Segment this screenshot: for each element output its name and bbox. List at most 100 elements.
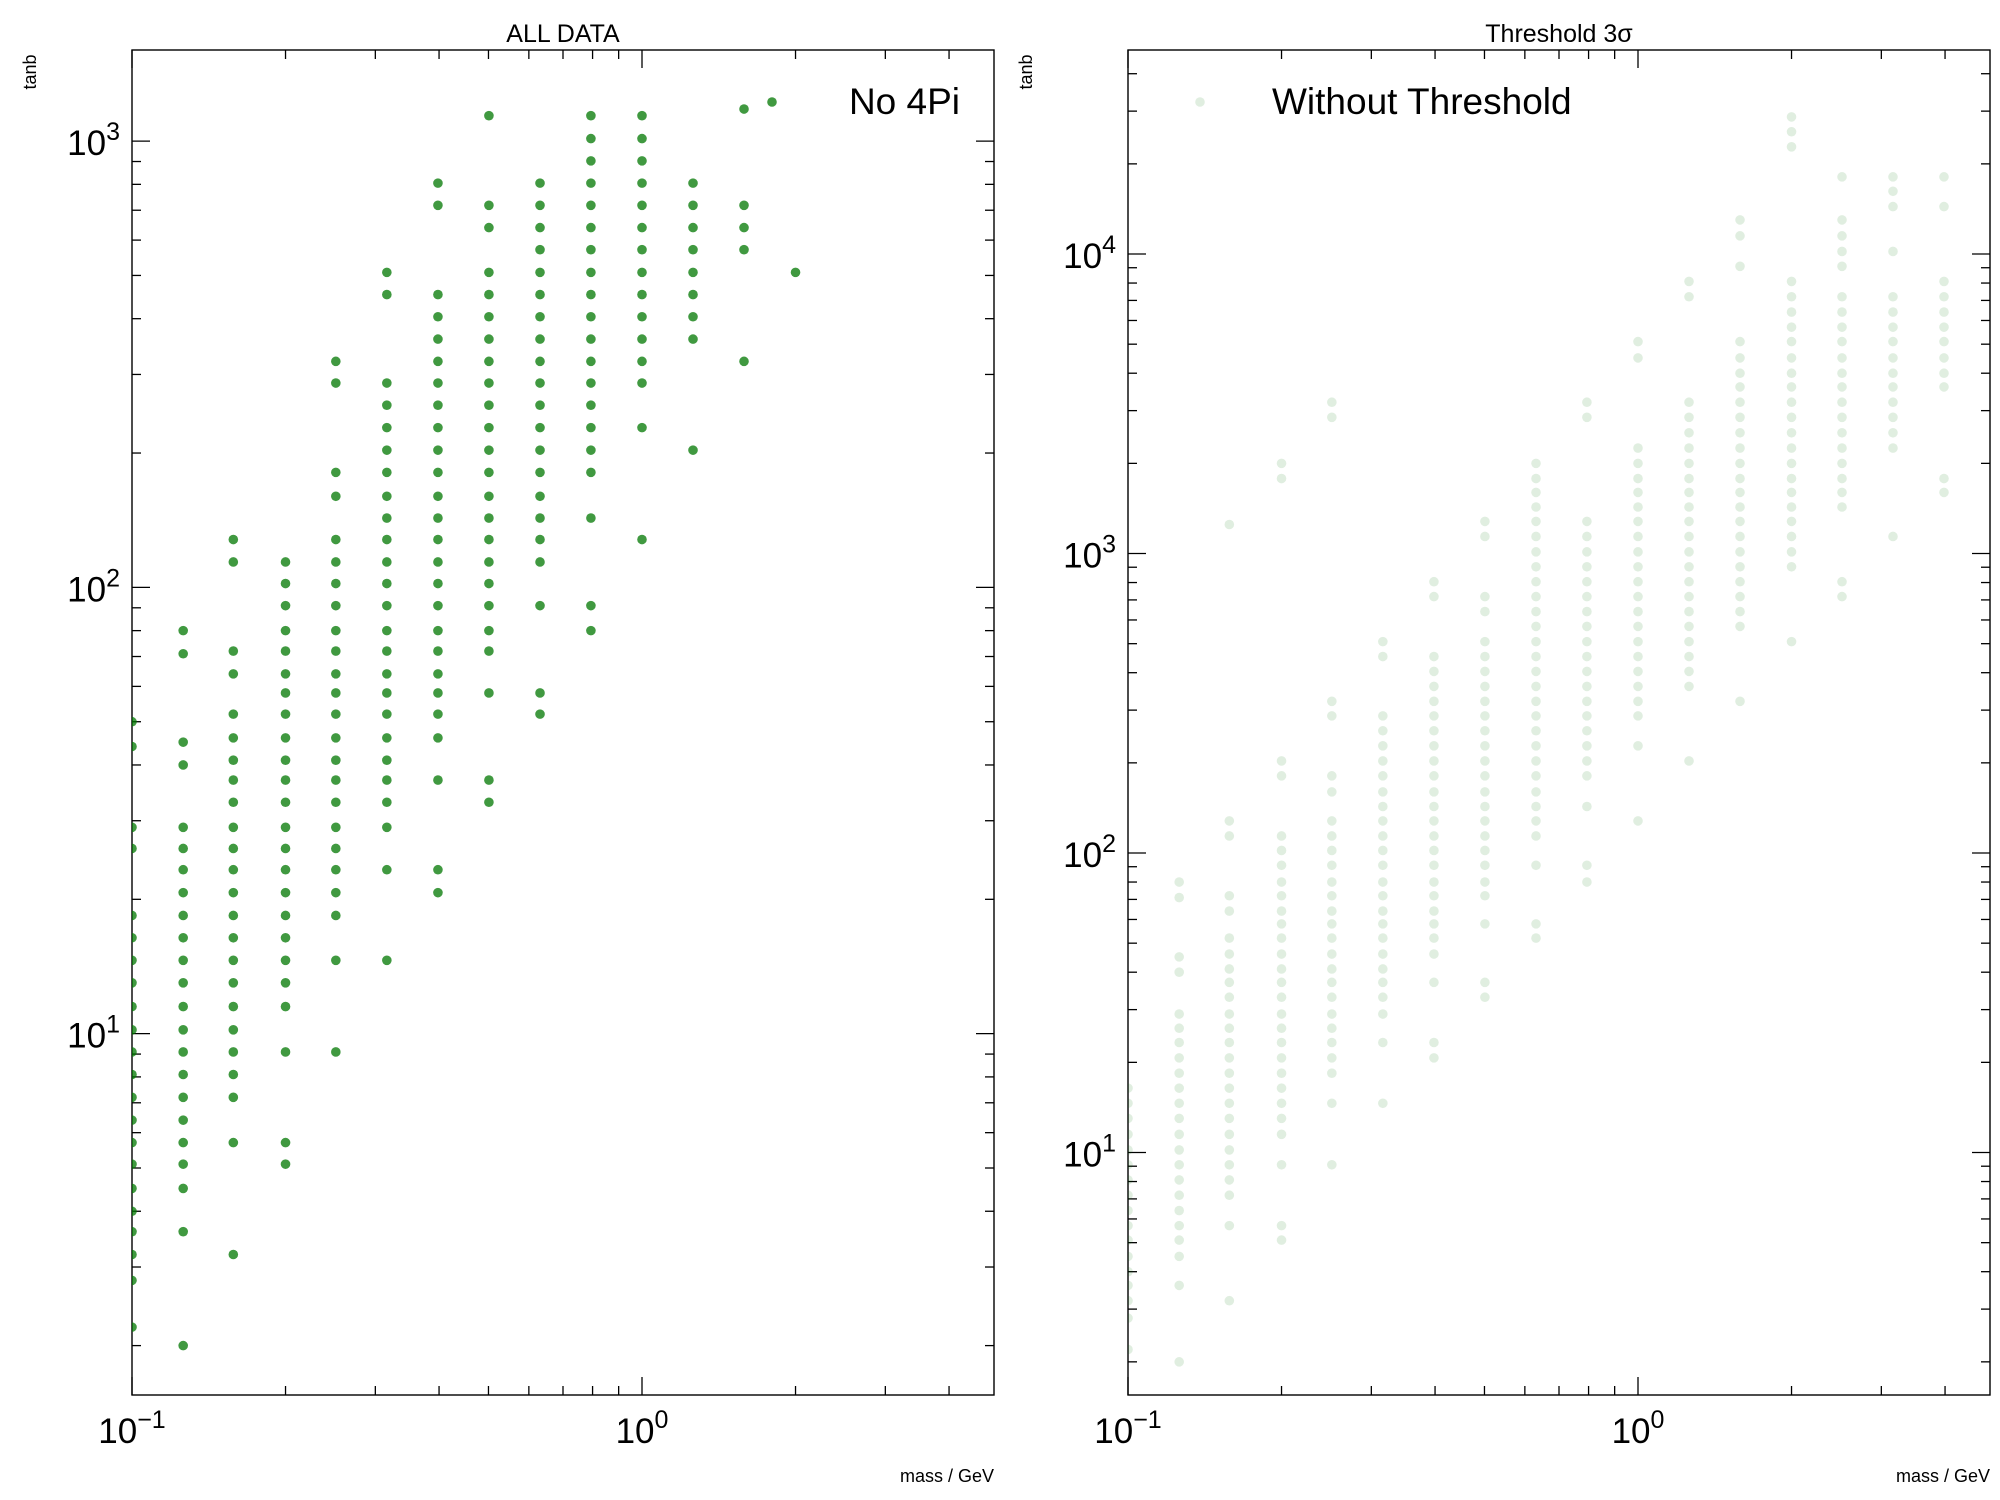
- scatter-point: [1429, 756, 1439, 766]
- scatter-point: [1276, 949, 1287, 959]
- scatter-point: [280, 822, 291, 833]
- scatter-point: [280, 887, 291, 898]
- scatter-point: [1531, 666, 1541, 677]
- scatter-point: [1735, 397, 1745, 408]
- scatter-point: [178, 1183, 188, 1194]
- scatter-point: [382, 709, 392, 719]
- scatter-point: [1531, 621, 1541, 632]
- scatter-point: [433, 733, 443, 743]
- left-axis-ticks: [131, 50, 994, 1395]
- scatter-point: [1786, 443, 1797, 453]
- scatter-point: [228, 646, 239, 656]
- scatter-point: [1582, 621, 1592, 632]
- scatter-point: [1224, 831, 1235, 841]
- scatter-point: [1174, 967, 1184, 977]
- scatter-point: [178, 1047, 188, 1057]
- scatter-point: [433, 334, 443, 344]
- scatter-point: [1837, 591, 1847, 602]
- scatter-point: [739, 200, 749, 211]
- scatter-point: [535, 688, 545, 698]
- scatter-point: [1327, 906, 1337, 916]
- scatter-point: [586, 133, 596, 144]
- left-legend-marker: [767, 97, 777, 107]
- scatter-point: [1582, 860, 1592, 871]
- scatter-point: [382, 688, 392, 698]
- scatter-point: [1633, 606, 1643, 617]
- scatter-point: [1378, 877, 1388, 887]
- scatter-point: [1837, 246, 1847, 257]
- scatter-point: [1128, 1344, 1133, 1355]
- scatter-point: [1378, 1009, 1388, 1019]
- scatter-point: [433, 356, 443, 367]
- scatter-point: [331, 534, 341, 545]
- scatter-point: [1480, 771, 1490, 781]
- scatter-point: [1582, 696, 1592, 707]
- scatter-point: [1224, 1037, 1235, 1048]
- scatter-point: [1276, 1113, 1287, 1124]
- scatter-point: [178, 1226, 188, 1237]
- scatter-point: [331, 625, 341, 636]
- scatter-point: [433, 688, 443, 698]
- scatter-point: [331, 864, 341, 875]
- scatter-point: [535, 600, 545, 611]
- scatter-point: [637, 222, 647, 233]
- scatter-point: [586, 445, 596, 455]
- scatter-point: [1276, 845, 1287, 856]
- scatter-point: [433, 445, 443, 455]
- scatter-point: [1128, 1313, 1133, 1323]
- scatter-point: [484, 797, 494, 808]
- scatter-point: [382, 600, 392, 611]
- scatter-point: [178, 1137, 188, 1148]
- scatter-point: [1128, 1295, 1133, 1306]
- scatter-point: [1327, 816, 1337, 826]
- scatter-point: [1735, 427, 1745, 438]
- scatter-point: [280, 1137, 291, 1148]
- scatter-point: [1786, 276, 1797, 287]
- scatter-point: [1786, 561, 1797, 572]
- scatter-point: [1633, 443, 1643, 453]
- scatter-point: [637, 244, 647, 255]
- scatter-point: [1480, 666, 1490, 677]
- scatter-point: [1378, 725, 1388, 736]
- scatter-point: [1480, 681, 1490, 692]
- scatter-point: [280, 775, 291, 785]
- scatter-point: [1276, 458, 1287, 469]
- scatter-point: [1735, 215, 1745, 225]
- scatter-point: [132, 716, 137, 727]
- scatter-point: [1378, 845, 1388, 856]
- scatter-point: [688, 267, 698, 278]
- scatter-point: [1531, 787, 1541, 797]
- scatter-point: [132, 1092, 137, 1103]
- scatter-point: [1174, 877, 1184, 887]
- scatter-point: [1837, 215, 1847, 225]
- scatter-point: [382, 557, 392, 567]
- scatter-point: [688, 178, 698, 188]
- scatter-point: [1837, 231, 1847, 241]
- scatter-point: [484, 400, 494, 410]
- scatter-point: [178, 822, 188, 833]
- scatter-point: [1531, 516, 1541, 527]
- scatter-point: [1224, 1113, 1235, 1124]
- scatter-point: [1378, 801, 1388, 812]
- scatter-point: [280, 625, 291, 636]
- scatter-point: [1633, 487, 1643, 498]
- scatter-point: [1939, 382, 1949, 392]
- scatter-point: [1684, 276, 1694, 287]
- scatter-point: [1128, 1266, 1133, 1277]
- scatter-point: [484, 600, 494, 611]
- scatter-point: [178, 1001, 188, 1012]
- scatter-point: [1531, 741, 1541, 751]
- scatter-point: [228, 910, 239, 921]
- scatter-point: [1174, 1251, 1184, 1262]
- scatter-point: [1735, 336, 1745, 347]
- scatter-point: [132, 1183, 137, 1194]
- scatter-point: [331, 378, 341, 388]
- scatter-point: [1429, 771, 1439, 781]
- scatter-point: [535, 467, 545, 478]
- scatter-point: [1837, 261, 1847, 272]
- scatter-point: [1531, 711, 1541, 721]
- scatter-point: [228, 1249, 239, 1260]
- scatter-point: [586, 400, 596, 410]
- scatter-point: [1786, 427, 1797, 438]
- scatter-point: [1582, 636, 1592, 647]
